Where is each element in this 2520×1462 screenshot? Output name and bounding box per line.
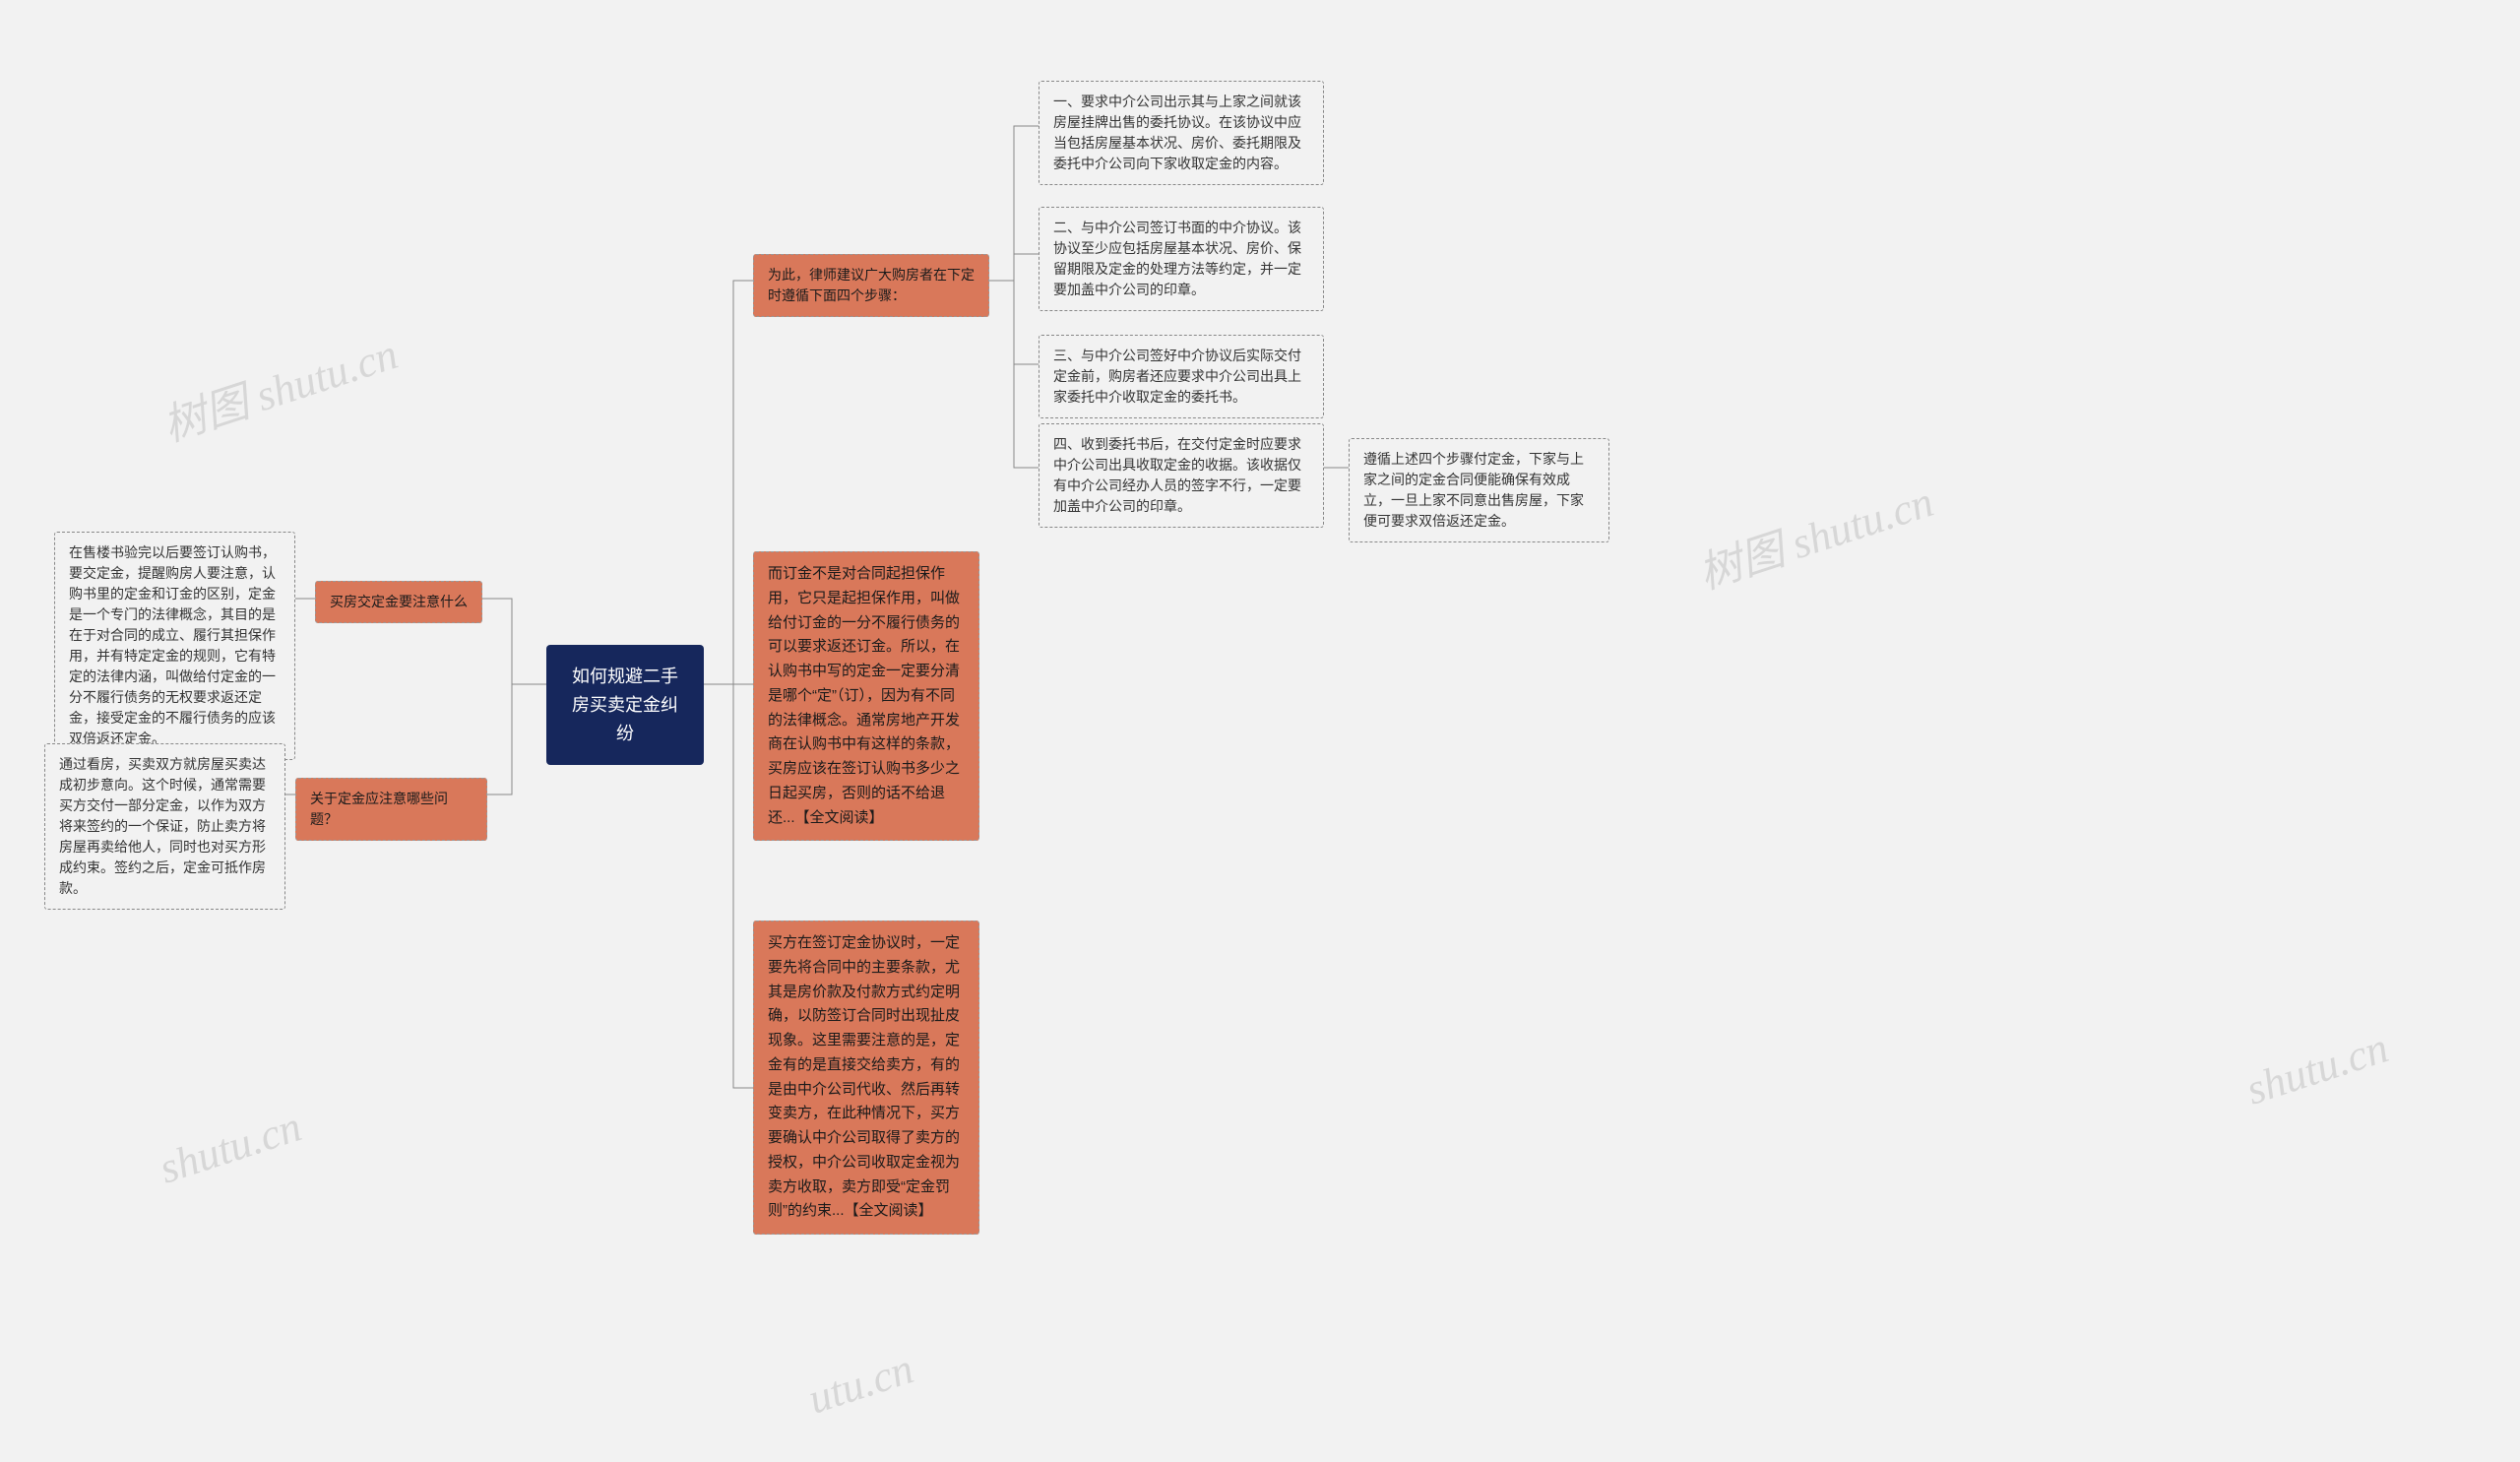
steps-intro-node[interactable]: 为此，律师建议广大购房者在下定时遵循下面四个步骤： [753,254,989,317]
right-para-2[interactable]: 而订金不是对合同起担保作用，它只是起担保作用，叫做给付订金的一分不履行债务的可以… [753,551,979,841]
steps-intro-text: 为此，律师建议广大购房者在下定时遵循下面四个步骤： [768,267,975,303]
root-title: 如何规避二手房买卖定金纠纷 [572,667,678,743]
step-2-text: 二、与中介公司签订书面的中介协议。该协议至少应包括房屋基本状况、房价、保留期限及… [1053,220,1301,297]
root-node: 如何规避二手房买卖定金纠纷 [546,645,704,765]
step-1: 一、要求中介公司出示其与上家之间就该房屋挂牌出售的委托协议。在该协议中应当包括房… [1039,81,1324,185]
follow-note: 遵循上述四个步骤付定金，下家与上家之间的定金合同便能确保有效成立，一旦上家不同意… [1349,438,1609,542]
step-3: 三、与中介公司签好中介协议后实际交付定金前，购房者还应要求中介公司出具上家委托中… [1039,335,1324,418]
watermark: shutu.cn [154,1101,307,1193]
left-node-2[interactable]: 关于定金应注意哪些问题？ [295,778,487,841]
step-4-text: 四、收到委托书后，在交付定金时应要求中介公司出具收取定金的收据。该收据仅有中介公… [1053,436,1301,514]
left-node-1-label: 买房交定金要注意什么 [330,594,468,609]
right-para-3-text: 买方在签订定金协议时，一定要先将合同中的主要条款，尤其是房价款及付款方式约定明确… [768,934,960,1219]
left-node-2-detail-text: 通过看房，买卖双方就房屋买卖达成初步意向。这个时候，通常需要买方交付一部分定金，… [59,756,266,896]
step-1-text: 一、要求中介公司出示其与上家之间就该房屋挂牌出售的委托协议。在该协议中应当包括房… [1053,94,1301,171]
watermark: shutu.cn [2240,1022,2394,1114]
watermark: 树图 shutu.cn [154,318,405,453]
left-node-1[interactable]: 买房交定金要注意什么 [315,581,482,623]
follow-note-text: 遵循上述四个步骤付定金，下家与上家之间的定金合同便能确保有效成立，一旦上家不同意… [1363,451,1584,529]
step-2: 二、与中介公司签订书面的中介协议。该协议至少应包括房屋基本状况、房价、保留期限及… [1039,207,1324,311]
left-node-2-detail: 通过看房，买卖双方就房屋买卖达成初步意向。这个时候，通常需要买方交付一部分定金，… [44,743,285,910]
step-3-text: 三、与中介公司签好中介协议后实际交付定金前，购房者还应要求中介公司出具上家委托中… [1053,348,1301,405]
step-4: 四、收到委托书后，在交付定金时应要求中介公司出具收取定金的收据。该收据仅有中介公… [1039,423,1324,528]
left-node-2-label: 关于定金应注意哪些问题？ [310,791,448,827]
right-para-3[interactable]: 买方在签订定金协议时，一定要先将合同中的主要条款，尤其是房价款及付款方式约定明确… [753,921,979,1235]
left-node-1-detail: 在售楼书验完以后要签订认购书，要交定金，提醒购房人要注意，认购书里的定金和订金的… [54,532,295,760]
watermark: utu.cn [802,1343,919,1424]
left-node-1-detail-text: 在售楼书验完以后要签订认购书，要交定金，提醒购房人要注意，认购书里的定金和订金的… [69,544,276,746]
right-para-2-text: 而订金不是对合同起担保作用，它只是起担保作用，叫做给付订金的一分不履行债务的可以… [768,565,960,826]
watermark: 树图 shutu.cn [1689,466,1940,601]
